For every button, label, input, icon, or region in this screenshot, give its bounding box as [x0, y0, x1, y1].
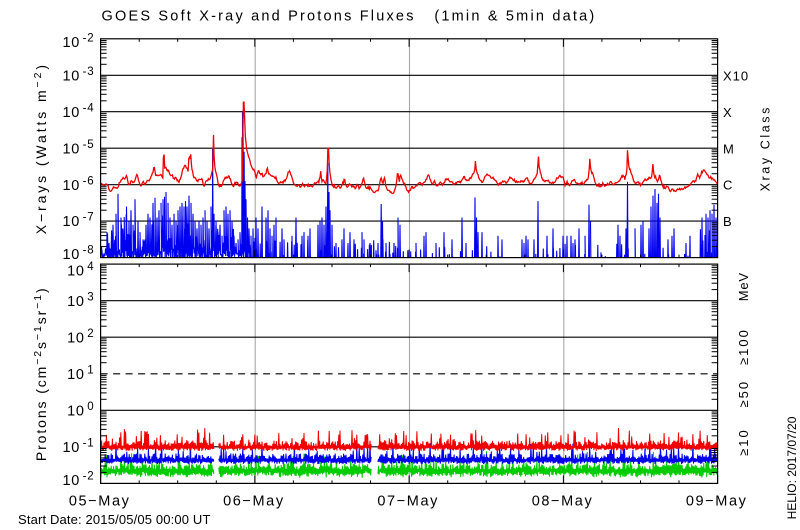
- svg-text:≥50: ≥50: [736, 380, 751, 408]
- svg-text:Start Date: 2015/05/05 00:00 U: Start Date: 2015/05/05 00:00 UT: [18, 512, 211, 527]
- svg-text:GOES Soft X-ray and Protons Fl: GOES Soft X-ray and Protons Fluxes (1min…: [102, 9, 597, 25]
- svg-text:C: C: [723, 178, 733, 193]
- svg-text:HELIO: 2017/07/20: HELIO: 2017/07/20: [785, 416, 799, 519]
- svg-text:Xray Class: Xray Class: [759, 105, 773, 191]
- svg-text:07−May: 07−May: [377, 493, 439, 509]
- svg-text:≥10: ≥10: [736, 428, 751, 456]
- svg-text:B: B: [723, 214, 733, 229]
- svg-text:09−May: 09−May: [686, 493, 748, 509]
- svg-text:M: M: [723, 141, 735, 156]
- svg-text:X10: X10: [723, 68, 749, 83]
- svg-text:≥100: ≥100: [736, 328, 751, 365]
- svg-text:X: X: [723, 105, 733, 120]
- svg-text:Protons (cm−2s−1sr−1): Protons (cm−2s−1sr−1): [32, 286, 49, 461]
- svg-text:X−rays (Watts m−2): X−rays (Watts m−2): [32, 62, 49, 234]
- svg-text:06−May: 06−May: [223, 493, 285, 509]
- svg-text:05−May: 05−May: [69, 493, 131, 509]
- svg-text:MeV: MeV: [736, 272, 751, 301]
- svg-text:08−May: 08−May: [532, 493, 594, 509]
